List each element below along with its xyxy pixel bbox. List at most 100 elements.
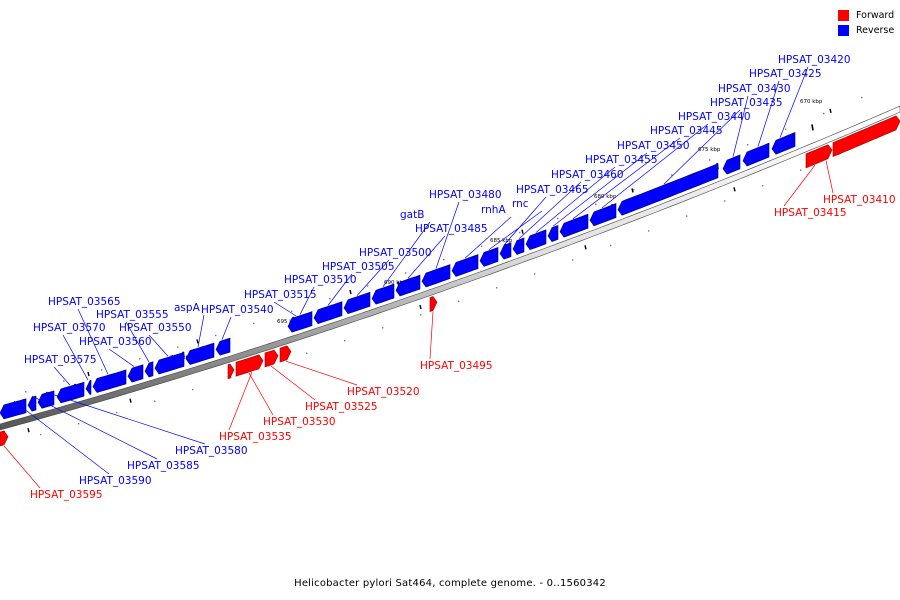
gene-HPSAT_03585[interactable] — [27, 395, 37, 412]
gene-HPSAT_03440[interactable] — [589, 203, 617, 227]
gene-HPSAT_03415[interactable] — [805, 144, 833, 169]
tick-label: 690 kbp — [384, 280, 407, 286]
tick-label: 695 kbp — [277, 319, 300, 325]
minor-tick — [129, 398, 132, 403]
leader-HPSAT_03540 — [221, 316, 232, 340]
minor-tick — [27, 428, 30, 433]
label-HPSAT_03505[interactable]: HPSAT_03505 — [322, 261, 395, 273]
gene-HPSAT_03510[interactable] — [287, 311, 313, 333]
gene-HPSAT_03495[interactable] — [429, 296, 438, 313]
genome-backbone — [0, 105, 900, 431]
gene-gatB[interactable] — [371, 283, 395, 305]
label-HPSAT_03500[interactable]: HPSAT_03500 — [359, 247, 432, 259]
label-rnhA[interactable]: rnhA — [481, 204, 506, 216]
gene-rnc[interactable] — [479, 246, 499, 267]
legend-forward-label: Forward — [856, 10, 895, 21]
gene-HPSAT_03520[interactable] — [279, 345, 292, 363]
label-HPSAT_03590[interactable]: HPSAT_03590 — [79, 475, 152, 487]
leader-HPSAT_03580 — [45, 391, 206, 445]
label-HPSAT_03540[interactable]: HPSAT_03540 — [201, 304, 274, 316]
label-HPSAT_03595[interactable]: HPSAT_03595 — [30, 489, 103, 501]
gene-HPSAT_03425[interactable] — [742, 142, 770, 167]
label-HPSAT_03445[interactable]: HPSAT_03445 — [650, 125, 723, 137]
label-aspA[interactable]: aspA — [174, 302, 201, 314]
gene-rnhA[interactable] — [451, 254, 479, 277]
gene-HPSAT_03540[interactable] — [215, 337, 231, 356]
gene-HPSAT_03550[interactable] — [154, 351, 185, 375]
label-HPSAT_03485[interactable]: HPSAT_03485 — [415, 223, 488, 235]
gene-aspA[interactable] — [185, 342, 215, 365]
label-HPSAT_03430[interactable]: HPSAT_03430 — [718, 83, 791, 95]
map-caption: Helicobacter pylori Sat464, complete gen… — [294, 578, 606, 589]
label-gatB[interactable]: gatB — [400, 209, 424, 221]
label-HPSAT_03455[interactable]: HPSAT_03455 — [585, 154, 658, 166]
gene-HPSAT_03570[interactable] — [85, 379, 92, 395]
label-HPSAT_03425[interactable]: HPSAT_03425 — [749, 68, 822, 80]
label-HPSAT_03415[interactable]: HPSAT_03415 — [774, 207, 847, 219]
label-rnc[interactable]: rnc — [512, 198, 529, 210]
gene-HPSAT_03460[interactable] — [512, 237, 525, 255]
label-HPSAT_03510[interactable]: HPSAT_03510 — [284, 274, 357, 286]
label-HPSAT_03580[interactable]: HPSAT_03580 — [175, 445, 248, 457]
label-HPSAT_03480[interactable]: HPSAT_03480 — [429, 189, 502, 201]
gene-HPSAT_03565[interactable] — [92, 369, 127, 393]
gene-HPSAT_03465[interactable] — [499, 242, 512, 260]
label-HPSAT_03535[interactable]: HPSAT_03535 — [219, 431, 292, 443]
gene-HPSAT_03410[interactable] — [832, 115, 900, 158]
gene-HPSAT_03525[interactable] — [264, 349, 279, 368]
gene-HPSAT_03595[interactable] — [0, 430, 9, 447]
label-HPSAT_03550[interactable]: HPSAT_03550 — [119, 322, 192, 334]
label-HPSAT_03515[interactable]: HPSAT_03515 — [244, 289, 317, 301]
label-HPSAT_03465[interactable]: HPSAT_03465 — [516, 184, 589, 196]
gene-HPSAT_03485[interactable] — [395, 274, 421, 297]
leader-HPSAT_03465 — [504, 196, 547, 245]
label-HPSAT_03575[interactable]: HPSAT_03575 — [24, 354, 97, 366]
label-HPSAT_03420[interactable]: HPSAT_03420 — [778, 54, 851, 66]
label-HPSAT_03520[interactable]: HPSAT_03520 — [347, 386, 420, 398]
label-HPSAT_03460[interactable]: HPSAT_03460 — [551, 169, 624, 181]
leader-rnc — [488, 210, 543, 250]
leader-HPSAT_03565 — [77, 308, 109, 375]
gene-HPSAT_03555[interactable] — [144, 361, 154, 378]
reverse-swatch — [838, 25, 849, 36]
gene-HPSAT_03500[interactable] — [343, 291, 371, 315]
forward-swatch — [838, 10, 849, 21]
leader-HPSAT_03555 — [125, 321, 150, 363]
leader-HPSAT_03535 — [228, 371, 253, 431]
gene-HPSAT_03445[interactable] — [559, 213, 589, 238]
leader-HPSAT_03480 — [435, 201, 460, 269]
label-HPSAT_03560[interactable]: HPSAT_03560 — [79, 336, 152, 348]
gene-HPSAT_03455[interactable] — [525, 229, 547, 251]
label-HPSAT_03440[interactable]: HPSAT_03440 — [678, 111, 751, 123]
gene-HPSAT_03590[interactable] — [0, 398, 27, 420]
label-HPSAT_03525[interactable]: HPSAT_03525 — [305, 401, 378, 413]
label-HPSAT_03495[interactable]: HPSAT_03495 — [420, 360, 493, 372]
label-HPSAT_03435[interactable]: HPSAT_03435 — [710, 97, 783, 109]
gene-HPSAT_03530[interactable] — [235, 354, 264, 377]
label-HPSAT_03410[interactable]: HPSAT_03410 — [823, 194, 896, 206]
gene-HPSAT_03480[interactable] — [421, 264, 451, 288]
label-HPSAT_03450[interactable]: HPSAT_03450 — [617, 140, 690, 152]
gene-HPSAT_03560[interactable] — [127, 364, 144, 383]
legend-forward: Forward — [838, 8, 894, 23]
leader-HPSAT_03445 — [572, 137, 681, 220]
label-HPSAT_03555[interactable]: HPSAT_03555 — [96, 309, 169, 321]
gene-HPSAT_03420[interactable] — [771, 131, 796, 155]
gene-HPSAT_03430[interactable] — [722, 154, 741, 175]
gene-HPSAT_03575[interactable] — [56, 381, 85, 404]
gene-HPSAT_03505[interactable] — [313, 301, 343, 325]
gene-HPSAT_03580[interactable] — [37, 390, 55, 409]
gene-HPSAT_03435[interactable] — [617, 163, 719, 216]
label-HPSAT_03565[interactable]: HPSAT_03565 — [48, 296, 121, 308]
gene-HPSAT_03450[interactable] — [547, 224, 559, 242]
leader-HPSAT_03495 — [429, 311, 434, 360]
label-HPSAT_03585[interactable]: HPSAT_03585 — [127, 460, 200, 472]
minor-tick — [87, 371, 90, 377]
leader-HPSAT_03420 — [779, 66, 809, 138]
label-HPSAT_03570[interactable]: HPSAT_03570 — [33, 322, 106, 334]
leader-HPSAT_03415 — [783, 164, 816, 207]
label-HPSAT_03530[interactable]: HPSAT_03530 — [263, 416, 336, 428]
gene-HPSAT_03535[interactable] — [227, 363, 235, 380]
leader-HPSAT_03510 — [299, 286, 315, 315]
